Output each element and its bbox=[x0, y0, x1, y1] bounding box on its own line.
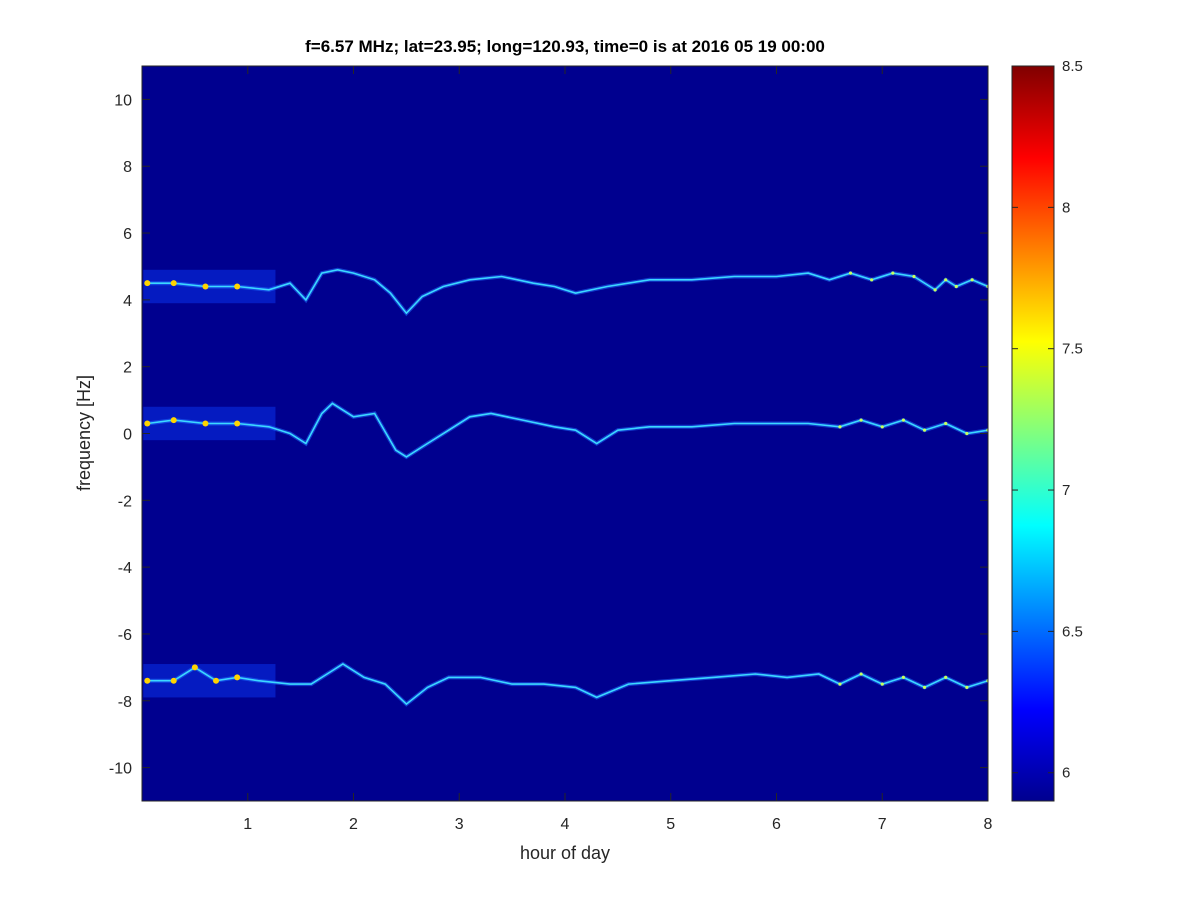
x-axis-label: hour of day bbox=[520, 843, 610, 863]
plot-area bbox=[142, 66, 988, 801]
trace-point bbox=[944, 278, 948, 282]
trace-hotspot bbox=[213, 677, 220, 684]
trace-point bbox=[944, 675, 948, 679]
trace-hotspot bbox=[144, 420, 151, 427]
trace-point bbox=[901, 418, 906, 422]
trace-point bbox=[838, 682, 842, 686]
colorbar bbox=[1011, 65, 1055, 802]
trace-point bbox=[944, 421, 948, 426]
trace-point bbox=[922, 685, 927, 690]
trace-line bbox=[147, 663, 988, 706]
trace-hotspot bbox=[234, 420, 241, 427]
spectral-traces bbox=[143, 267, 988, 707]
x-tick-label: 4 bbox=[561, 816, 570, 833]
y-tick-label: 2 bbox=[123, 360, 132, 377]
trace-point bbox=[933, 288, 937, 292]
trace-hotspot bbox=[170, 280, 177, 287]
x-tick-label: 5 bbox=[666, 816, 675, 833]
y-tick-label: -6 bbox=[118, 627, 132, 644]
trace-point bbox=[838, 425, 842, 429]
trace-point bbox=[901, 675, 906, 679]
colorbar-tick-label: 7.5 bbox=[1062, 341, 1083, 358]
y-axis: 10 8 6 4 2 0 -2 -4 -6 -8 -10 bbox=[109, 92, 988, 778]
trace-point bbox=[880, 425, 884, 429]
y-tick-label: 8 bbox=[123, 159, 132, 176]
trace-point bbox=[859, 418, 863, 422]
colorbar-tick-label: 6.5 bbox=[1062, 623, 1083, 640]
trace-hotspot bbox=[170, 417, 177, 424]
trace-point bbox=[880, 682, 884, 686]
colorbar-tick-label: 7 bbox=[1062, 482, 1070, 499]
trace-point bbox=[954, 284, 958, 289]
trace-hotspot bbox=[234, 283, 241, 290]
colorbar-tick-label: 8 bbox=[1062, 199, 1070, 216]
trace-point bbox=[848, 271, 853, 275]
trace-point bbox=[965, 685, 969, 690]
x-tick-label: 2 bbox=[349, 816, 358, 833]
colorbar-tick-label: 6 bbox=[1062, 765, 1070, 782]
y-tick-label: 6 bbox=[123, 226, 132, 243]
trace-hotspot bbox=[202, 420, 209, 427]
trace-point bbox=[965, 431, 969, 436]
y-tick-label: 10 bbox=[114, 92, 132, 109]
trace-hotspot bbox=[144, 280, 151, 287]
trace-line bbox=[147, 402, 988, 458]
x-tick-label: 8 bbox=[984, 816, 993, 833]
colorbar-ticks: 6 6.5 7 7.5 8 8.5 bbox=[1012, 58, 1083, 782]
trace-point bbox=[859, 672, 863, 676]
trace-point bbox=[970, 278, 974, 282]
y-axis-label: frequency [Hz] bbox=[74, 375, 94, 491]
y-tick-label: -4 bbox=[118, 560, 132, 577]
trace-point bbox=[891, 271, 895, 275]
x-tick-label: 3 bbox=[455, 816, 464, 833]
x-tick-label: 7 bbox=[878, 816, 887, 833]
colorbar-tick-label: 8.5 bbox=[1062, 58, 1083, 75]
x-axis: 1 2 3 4 5 6 7 8 bbox=[243, 66, 993, 833]
y-tick-label: 0 bbox=[123, 427, 132, 444]
trace-point bbox=[912, 274, 916, 279]
trace-hotspot bbox=[144, 677, 151, 684]
y-tick-label: -8 bbox=[118, 694, 132, 711]
chart-title: f=6.57 MHz; lat=23.95; long=120.93, time… bbox=[305, 37, 825, 56]
trace-hotspot bbox=[170, 677, 177, 684]
trace-hotspot bbox=[234, 674, 241, 681]
trace-hotspot bbox=[191, 664, 198, 671]
trace-hotspot bbox=[202, 283, 209, 290]
y-tick-label: 4 bbox=[123, 293, 132, 310]
x-tick-label: 6 bbox=[772, 816, 781, 833]
trace-line bbox=[147, 268, 988, 315]
y-tick-label: -10 bbox=[109, 761, 132, 778]
trace-point bbox=[870, 278, 874, 282]
y-tick-label: -2 bbox=[118, 493, 132, 510]
x-tick-label: 1 bbox=[243, 816, 252, 833]
trace-point bbox=[922, 428, 927, 432]
